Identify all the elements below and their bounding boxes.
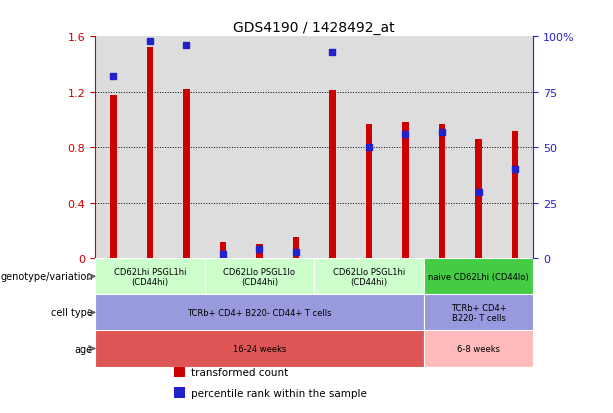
- Bar: [424, 295, 533, 331]
- Text: CD62Llo PSGL1hi
(CD44hi): CD62Llo PSGL1hi (CD44hi): [333, 267, 405, 286]
- Point: [400, 131, 410, 138]
- Bar: [402, 123, 409, 259]
- Bar: [168, 37, 205, 259]
- Bar: [387, 37, 424, 259]
- Bar: [512, 131, 519, 259]
- Bar: [278, 37, 314, 259]
- Text: naive CD62Lhi (CD44lo): naive CD62Lhi (CD44lo): [428, 272, 529, 281]
- Bar: [110, 95, 116, 259]
- Bar: [424, 331, 533, 367]
- Text: genotype/variation: genotype/variation: [0, 272, 93, 282]
- Point: [474, 189, 484, 195]
- Text: TCRb+ CD4+
B220- T cells: TCRb+ CD4+ B220- T cells: [451, 303, 506, 323]
- Bar: [292, 238, 299, 259]
- Point: [437, 129, 447, 136]
- Bar: [424, 259, 533, 295]
- Bar: [460, 37, 497, 259]
- Bar: [475, 140, 482, 259]
- Bar: [174, 367, 185, 377]
- Bar: [205, 37, 241, 259]
- Text: 16-24 weeks: 16-24 weeks: [233, 344, 286, 353]
- Bar: [366, 124, 372, 259]
- Point: [218, 251, 228, 258]
- Bar: [95, 295, 424, 331]
- Bar: [183, 90, 189, 259]
- Bar: [147, 48, 153, 259]
- Bar: [95, 259, 205, 295]
- Bar: [256, 245, 262, 259]
- Bar: [439, 124, 445, 259]
- Point: [291, 249, 301, 255]
- Bar: [314, 259, 424, 295]
- Bar: [329, 91, 336, 259]
- Point: [145, 38, 154, 45]
- Text: percentile rank within the sample: percentile rank within the sample: [191, 387, 367, 398]
- Point: [510, 167, 520, 173]
- Text: cell type: cell type: [51, 308, 93, 318]
- Bar: [95, 331, 424, 367]
- Text: 6-8 weeks: 6-8 weeks: [457, 344, 500, 353]
- Bar: [132, 37, 168, 259]
- Bar: [241, 37, 278, 259]
- Text: CD62Lhi PSGL1hi
(CD44hi): CD62Lhi PSGL1hi (CD44hi): [113, 267, 186, 286]
- Bar: [314, 37, 351, 259]
- Bar: [219, 242, 226, 259]
- Bar: [497, 37, 533, 259]
- Text: age: age: [75, 344, 93, 354]
- Bar: [205, 259, 314, 295]
- Text: transformed count: transformed count: [191, 367, 289, 377]
- Point: [327, 50, 337, 56]
- Text: TCRb+ CD4+ B220- CD44+ T cells: TCRb+ CD4+ B220- CD44+ T cells: [187, 308, 332, 317]
- Title: GDS4190 / 1428492_at: GDS4190 / 1428492_at: [234, 21, 395, 35]
- Text: CD62Llo PSGL1lo
(CD44hi): CD62Llo PSGL1lo (CD44hi): [223, 267, 295, 286]
- Point: [364, 145, 374, 151]
- Bar: [174, 387, 185, 398]
- Point: [109, 74, 118, 81]
- Bar: [424, 37, 460, 259]
- Point: [254, 247, 264, 253]
- Point: [181, 43, 191, 49]
- Bar: [351, 37, 387, 259]
- Bar: [95, 37, 132, 259]
